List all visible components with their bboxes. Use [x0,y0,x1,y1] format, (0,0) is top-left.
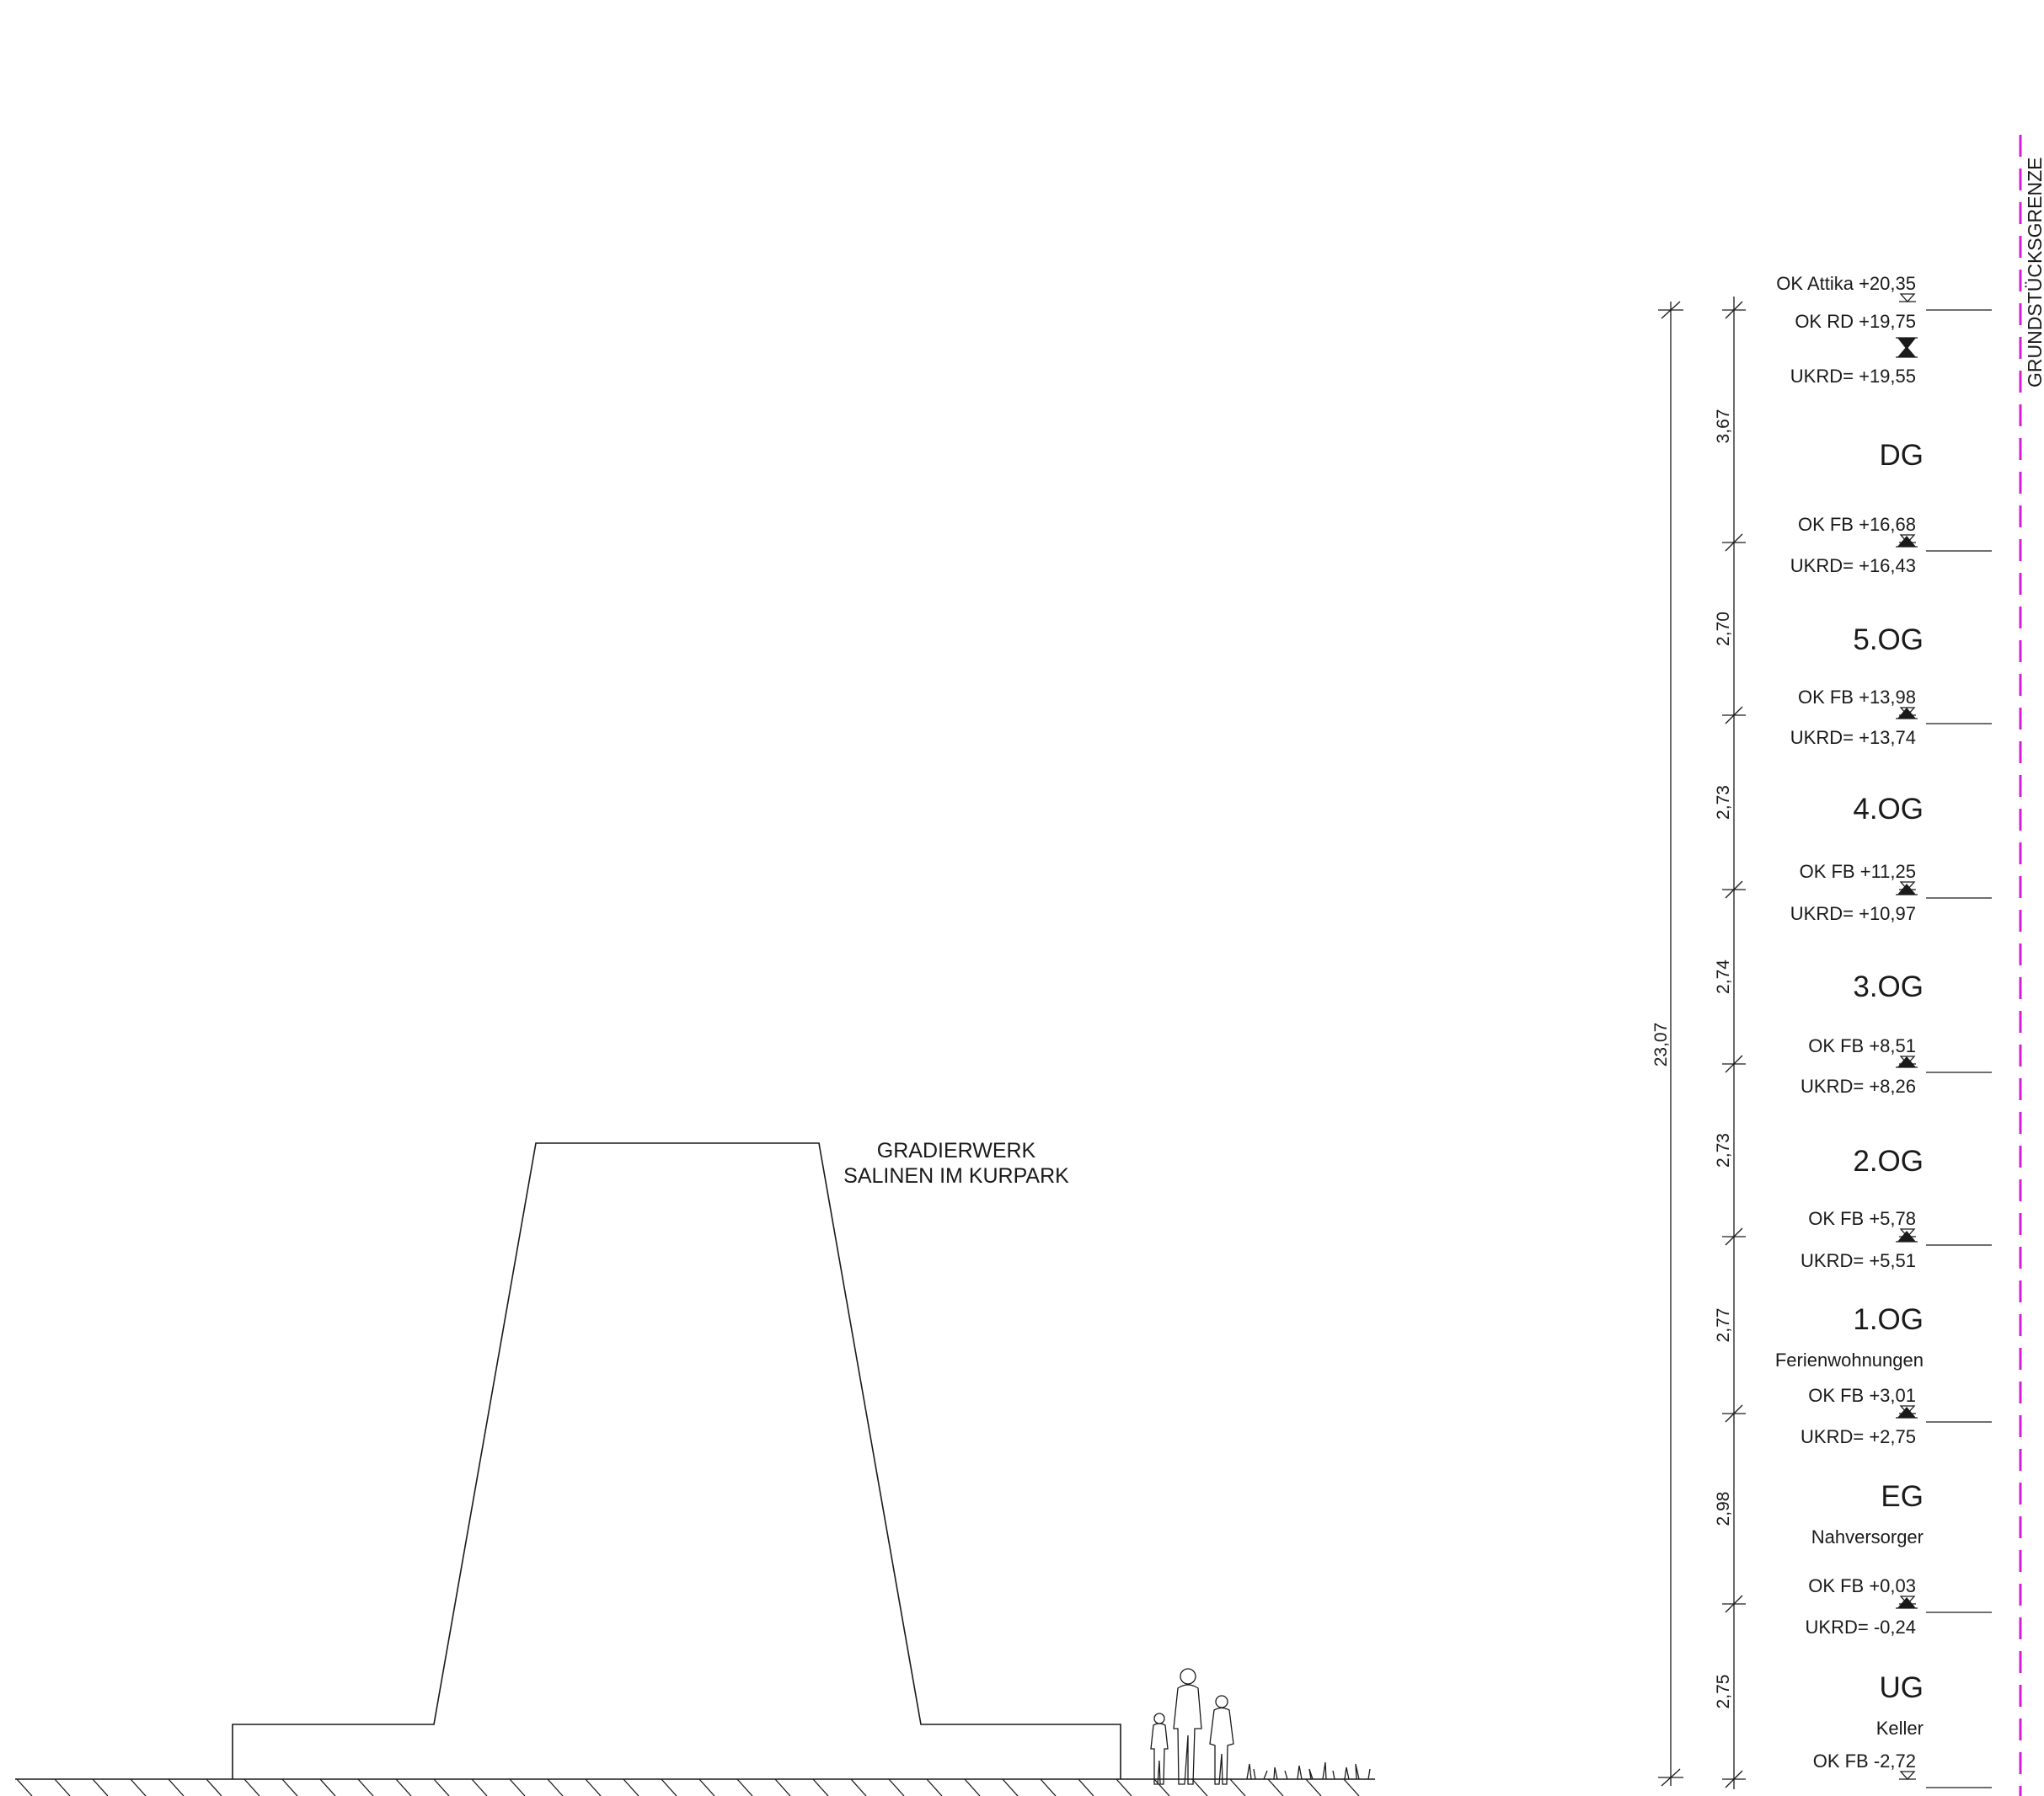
level-marker: OK FB +5,78 [1808,1208,1992,1246]
level-label: OK FB +8,51 [1808,1035,1916,1056]
people-figures [1150,1668,1234,1785]
level-label: OK FB +3,01 [1808,1385,1916,1406]
level-triangle-open [1899,534,1916,543]
level-triangle-filled [1897,884,1916,895]
gradierwerk-label-line2: SALINEN IM KURPARK [843,1164,1069,1188]
story-height-text: 2,70 [1714,612,1733,646]
story-height-text: 2,73 [1714,1133,1733,1168]
level-label: OK Attika +20,35 [1776,273,1916,294]
level-label: UKRD= +8,26 [1801,1076,1916,1097]
level-triangle-open [1899,1228,1916,1237]
floor-name: 2.OG [1853,1145,1924,1178]
ground-hatch [16,1778,1360,1796]
level-marker: OK FB +16,68 [1798,514,1992,552]
level-markers: OK Attika +20,35 OK RD +19,75 UKRD= +19,55… [1776,273,1992,1788]
level-triangle-filled [1897,1056,1916,1067]
level-marker: OK FB +13,98 [1798,687,1992,724]
level-marker: UKRD= +16,43 [1790,536,1918,576]
floor-name: EG [1881,1480,1924,1513]
story-height-text: 2,74 [1714,959,1733,994]
floor-name: 5.OG [1853,623,1924,656]
level-label: OK FB -2,72 [1813,1751,1916,1772]
level-label: OK FB +16,68 [1798,514,1916,535]
level-triangle-open [1899,881,1916,890]
level-marker: OK RD +19,75 [1795,311,1918,350]
level-label: UKRD= +10,97 [1790,903,1916,924]
level-marker: UKRD= +2,75 [1801,1407,1918,1447]
level-label: OK FB +13,98 [1798,687,1916,708]
story-height-text: 2,75 [1714,1675,1733,1709]
level-triangle-open [1899,293,1916,302]
level-label: OK FB +5,78 [1808,1208,1916,1229]
level-label: OK FB +11,25 [1800,861,1916,882]
level-triangle-filled [1897,1231,1916,1242]
gradierwerk-label-line1: GRADIERWERK [877,1139,1036,1163]
level-marker: UKRD= +10,97 [1790,884,1918,924]
story-height-text: 2,73 [1714,785,1733,820]
floor-labels: DG 5.OG 4.OG 3.OG 2.OG 1.OG Ferienwohnungen EG N… [1775,439,1924,1739]
level-triangle-filled [1897,708,1916,719]
story-dimension-chain: 3,67 2,70 2,73 2,74 2,73 2,77 2,98 2,75 [1714,297,1746,1789]
floor-use: Keller [1876,1718,1924,1739]
level-marker: UKRD= -0,24 [1806,1597,1918,1638]
level-triangle-open [1899,1596,1916,1605]
level-triangle-filled [1897,338,1916,350]
level-triangle-open [1899,1771,1916,1780]
level-triangle-filled [1897,1597,1916,1608]
level-label: UKRD= +5,51 [1801,1250,1916,1271]
level-label: UKRD= +2,75 [1801,1426,1916,1447]
level-marker: UKRD= +8,26 [1801,1056,1918,1097]
floor-use: Ferienwohnungen [1775,1350,1924,1371]
floor-name: DG [1880,439,1924,472]
floor-name: 1.OG [1853,1303,1924,1336]
level-triangle-open [1899,1405,1916,1414]
level-marker: UKRD= +19,55 [1790,346,1918,387]
level-label: UKRD= +16,43 [1790,555,1916,576]
level-label: OK FB +0,03 [1808,1575,1916,1596]
grass [1246,1761,1371,1780]
floor-use: Nahversorger [1811,1526,1924,1547]
story-height-text: 2,98 [1714,1492,1733,1526]
overall-height-text: 23,07 [1651,1023,1671,1067]
level-marker: UKRD= +13,74 [1790,708,1918,748]
level-triangle-filled [1897,536,1916,547]
floor-name: UG [1880,1671,1924,1704]
level-label: OK RD +19,75 [1795,311,1916,332]
level-marker: UKRD= +5,51 [1801,1231,1918,1271]
floor-name: 4.OG [1853,793,1924,826]
level-marker: OK FB -2,72 [1813,1751,1992,1788]
level-label: UKRD= +19,55 [1790,366,1916,387]
overall-dimension [1658,301,1683,1787]
level-triangle-filled [1897,346,1916,357]
level-triangle-filled [1897,1407,1916,1418]
level-marker: OK Attika +20,35 [1776,273,1992,311]
story-height-text: 3,67 [1714,409,1733,444]
floor-name: 3.OG [1853,970,1924,1003]
level-label: UKRD= -0,24 [1806,1617,1916,1638]
level-label: UKRD= +13,74 [1790,727,1916,748]
level-marker: OK FB +11,25 [1800,861,1992,899]
ground [15,1778,1375,1796]
property-boundary-label: GRUNDSTÜCKSGRENZE [2024,158,2044,388]
level-marker: OK FB +8,51 [1808,1035,1992,1073]
level-marker: OK FB +3,01 [1808,1385,1992,1423]
story-height-text: 2,77 [1714,1308,1733,1343]
gradierwerk-outline [232,1142,1121,1779]
level-marker: OK FB +0,03 [1808,1575,1992,1613]
